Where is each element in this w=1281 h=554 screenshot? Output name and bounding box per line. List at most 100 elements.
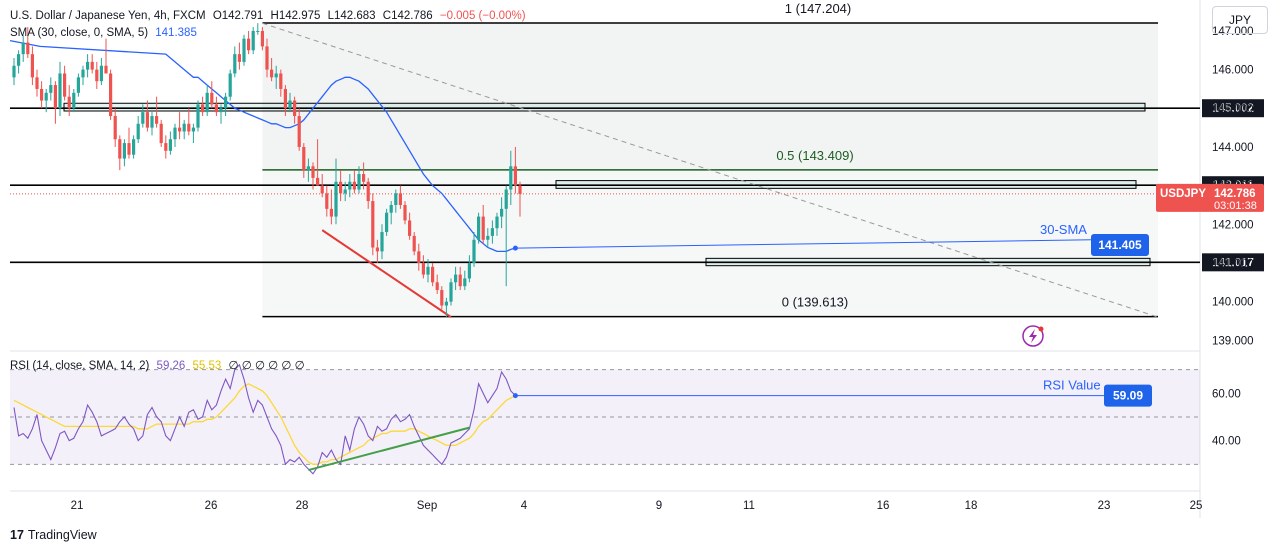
candle-body [306, 166, 310, 171]
fib-label-1: 1 (147.204) [785, 1, 852, 16]
candle-body [136, 123, 140, 140]
candle-body [302, 146, 306, 171]
candle-body [486, 235, 490, 240]
currency-button[interactable]: JPY [1212, 6, 1268, 34]
fib-box-lower [262, 169, 1158, 317]
candle-body [334, 181, 338, 217]
event-icon-dot [1038, 326, 1044, 332]
ohlc-open: O142.791 [212, 10, 264, 22]
candle-body [104, 65, 108, 74]
trend-lines [262, 22, 1159, 318]
candle-body [375, 247, 379, 252]
fib-label-0: 0 (139.613) [782, 295, 849, 310]
candle-body [283, 88, 287, 109]
candle-body [26, 42, 30, 55]
time-tick-label: 28 [296, 500, 309, 512]
candle-body [343, 189, 347, 194]
symbol-title: U.S. Dollar / Japanese Yen, 4h, FXCM [10, 10, 206, 22]
candle-body [210, 92, 214, 105]
time-tick-label: 21 [71, 500, 84, 512]
candle-body [12, 65, 16, 78]
rsi-divergence-line [308, 426, 470, 472]
time-tick-label: Sep [417, 500, 437, 512]
rsi-extra-values: ∅ ∅ ∅ ∅ ∅ ∅ [228, 360, 305, 372]
candle-body [159, 123, 163, 144]
candle-body [150, 116, 154, 128]
candle-body [490, 228, 494, 236]
candle-body [504, 189, 508, 209]
candle-body [178, 127, 182, 132]
rsi-tick-label: 40.00 [1212, 436, 1241, 448]
candle-body [426, 266, 430, 275]
candle-body [297, 116, 301, 147]
candle-body [242, 38, 246, 62]
candle-body [21, 42, 25, 55]
price-tick-label: 142.000 [1212, 219, 1254, 231]
level-label-bg [1202, 253, 1264, 272]
current-price: 142.786 [1214, 188, 1256, 200]
candle-body [435, 282, 439, 291]
chart-legend: U.S. Dollar / Japanese Yen, 4h, FXCM O14… [10, 10, 530, 22]
fib-box [262, 22, 1158, 318]
candle-body [90, 61, 94, 70]
candle-body [168, 139, 172, 151]
lightning-event-icon [1022, 325, 1044, 347]
candle-body [279, 73, 283, 89]
candle-body [187, 123, 191, 132]
tradingview-logo[interactable]: 17 TradingView [10, 528, 97, 542]
rsi-callout-box [1104, 384, 1152, 407]
sma-legend[interactable]: SMA (30, close, 0, SMA, 5) 141.385 [10, 27, 201, 39]
level-label-bg [1202, 99, 1264, 118]
candle-body [141, 112, 145, 124]
candle-body [95, 69, 99, 82]
candle-body [233, 54, 237, 74]
price-tick-label: 145.000 [1212, 103, 1254, 115]
price-tick-label: 139.000 [1212, 335, 1254, 347]
ohlc-change: −0.005 (−0.00%) [439, 10, 526, 22]
candle-body [72, 92, 76, 109]
candle-body [509, 166, 513, 190]
rsi-legend[interactable]: RSI (14, close, SMA, 14, 2) 59.26 55.53 … [10, 358, 309, 372]
sma-30-line [9, 39, 516, 253]
time-tick-label: 25 [1190, 500, 1203, 512]
grid [10, 0, 1201, 518]
current-symbol: USDJPY [1160, 188, 1206, 200]
candle-body [44, 92, 48, 101]
sma-label: SMA (30, close, 0, SMA, 5) [10, 27, 149, 39]
candle-body [454, 274, 458, 283]
candle-body [417, 251, 421, 263]
rsi-panel: 60.00 40.00 [10, 363, 1241, 475]
candle-body [366, 181, 370, 202]
candles [12, 23, 522, 318]
callouts: 30-SMA 141.405 RSI Value 59.09 [512, 222, 1152, 407]
candle-body [155, 116, 159, 124]
rsi-callout-dot [512, 393, 518, 399]
candle-body [481, 216, 485, 240]
candle-body [49, 85, 53, 93]
price-axis: 145.002143.011141.017147.000146.000145.0… [1156, 26, 1264, 347]
price-tick-label: 147.000 [1212, 26, 1254, 38]
candle-body [398, 193, 402, 205]
candle-body [311, 166, 315, 178]
candle-body [247, 38, 251, 51]
sma-callout-box [1091, 233, 1149, 256]
rsi-label: RSI (14, close, SMA, 14, 2) [10, 360, 150, 372]
candle-body [316, 177, 320, 186]
candle-body [30, 54, 34, 78]
ohlc-close: C142.786 [382, 10, 433, 22]
candle-body [86, 61, 90, 70]
candle-body [329, 208, 333, 217]
candle-body [518, 185, 522, 194]
candle-body [472, 239, 476, 263]
candle-body [325, 193, 329, 209]
candle-body [99, 65, 103, 82]
fib-labels: 1 (147.204) 0.5 (143.409) 0 (139.613) [776, 1, 853, 310]
candle-body [113, 116, 117, 140]
sma-callout-value: 141.405 [1098, 238, 1142, 252]
ohlc-high: H142.975 [270, 10, 321, 22]
candle-body [362, 174, 366, 182]
candle-body [385, 212, 389, 233]
candle-body [270, 69, 274, 78]
fib-box-upper [262, 23, 1158, 170]
candle-body [173, 127, 177, 140]
